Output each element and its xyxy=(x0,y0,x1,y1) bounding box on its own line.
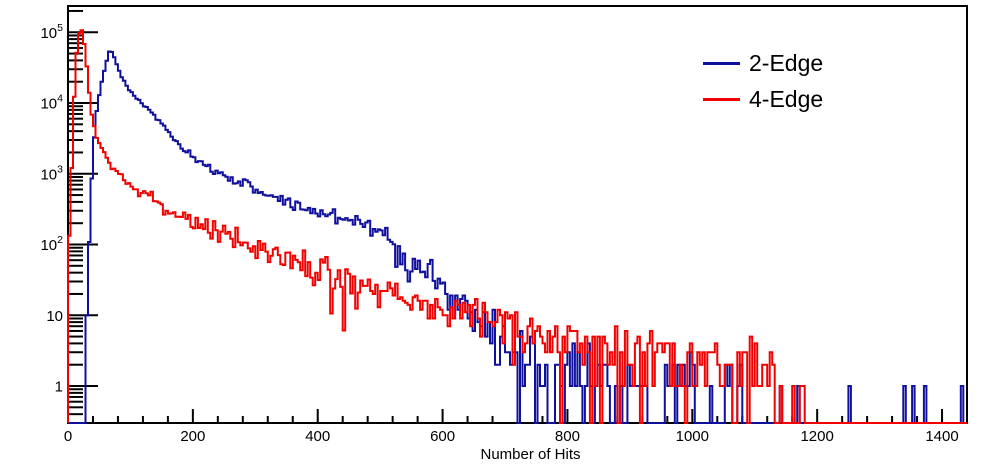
legend-item-2-edge: 2-Edge xyxy=(703,45,823,81)
legend: 2-Edge 4-Edge xyxy=(703,45,823,117)
y-axis-ticks xyxy=(68,9,98,416)
legend-line-icon xyxy=(703,61,740,65)
x-tick-labels: 0 200 400 600 800 1000 1200 1400 xyxy=(64,428,959,445)
svg-text:1000: 1000 xyxy=(676,428,709,445)
svg-text:10: 10 xyxy=(46,308,63,325)
svg-text:400: 400 xyxy=(305,428,330,445)
svg-text:1400: 1400 xyxy=(925,428,958,445)
svg-text:200: 200 xyxy=(180,428,205,445)
svg-text:800: 800 xyxy=(555,428,580,445)
svg-text:102: 102 xyxy=(40,234,63,254)
svg-text:1200: 1200 xyxy=(800,428,833,445)
series-4-edge xyxy=(67,29,967,424)
legend-line-icon xyxy=(703,97,740,101)
x-axis-title: Number of Hits xyxy=(480,446,581,463)
svg-text:1: 1 xyxy=(55,379,63,396)
x-axis-ticks xyxy=(67,409,968,423)
y-tick-labels: 1 10 102 103 104 105 xyxy=(40,22,63,396)
legend-label-4-edge: 4-Edge xyxy=(749,85,824,112)
svg-text:105: 105 xyxy=(40,22,63,42)
legend-item-4-edge: 4-Edge xyxy=(703,81,823,117)
legend-label-2-edge: 2-Edge xyxy=(749,49,824,76)
svg-text:600: 600 xyxy=(430,428,455,445)
svg-text:104: 104 xyxy=(40,93,63,113)
svg-text:0: 0 xyxy=(64,428,72,445)
svg-text:103: 103 xyxy=(40,163,63,183)
series-2-edge xyxy=(68,50,967,424)
